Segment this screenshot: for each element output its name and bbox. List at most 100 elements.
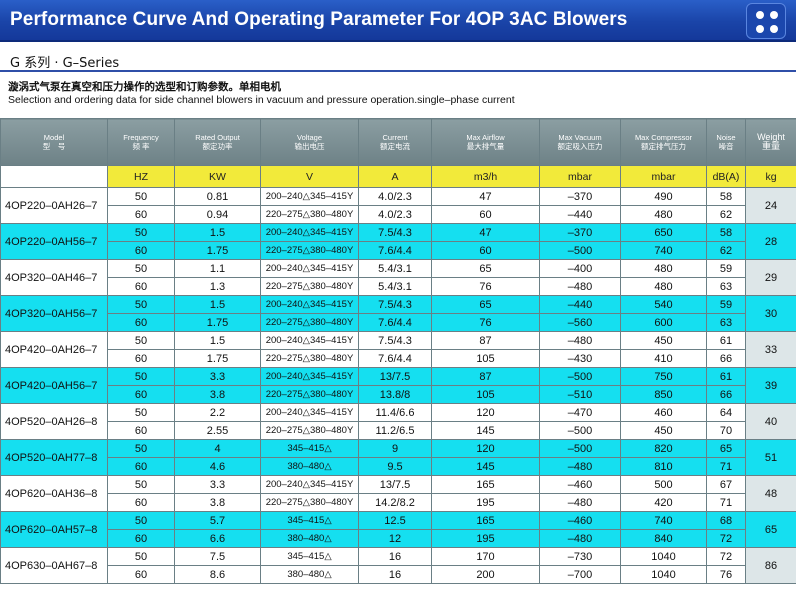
table-row: 60 0.94 220–275△380–480Y 4.0/2.3 60 –440 480 62 [1,205,796,224]
vacuum-cell: –480 [539,529,621,548]
table-row: 4OP520–0AH77–8 50 4 345–415△ 9 120 –500 820 65 51 [0,439,796,476]
column-header-cn: 最大排气量 [466,142,505,151]
current-cell: 9.5 [358,457,432,476]
frequency-cell: 60 [107,277,175,296]
vacuum-cell: –480 [539,493,621,512]
compressor-cell: 1040 [620,547,707,566]
current-cell: 5.4/3.1 [358,277,432,296]
voltage-cell: 380–480△ [260,457,359,476]
divider [0,70,796,72]
compressor-cell: 820 [620,439,707,458]
airflow-cell: 87 [431,367,540,386]
column-header: Model 型 号 [0,118,108,166]
rated-output-cell: 7.5 [174,547,261,566]
voltage-cell: 345–415△ [260,511,359,530]
voltage-cell: 380–480△ [260,529,359,548]
rated-output-cell: 3.3 [174,475,261,494]
vacuum-cell: –370 [539,223,621,242]
unit-cell: A [358,165,432,188]
weight-cell: 86 [745,547,796,584]
voltage-cell: 200–240△345–415Y [260,295,359,314]
table-row: 60 2.55 220–275△380–480Y 11.2/6.5 145 –500 450… [1,421,796,440]
current-cell: 12.5 [358,511,432,530]
compressor-cell: 750 [620,367,707,386]
compressor-cell: 420 [620,493,707,512]
table-row: 60 4.6 380–480△ 9.5 145 –480 810 71 [1,457,796,476]
vacuum-cell: –430 [539,349,621,368]
frequency-cell: 50 [107,223,175,242]
airflow-cell: 47 [431,223,540,242]
current-cell: 7.6/4.4 [358,241,432,260]
airflow-cell: 165 [431,511,540,530]
noise-cell: 62 [706,205,746,224]
column-header-en: Max Compressor [634,133,693,142]
table-row: 4OP520–0AH26–8 50 2.2 200–240△345–415Y 11.4/… [0,403,796,440]
voltage-cell: 220–275△380–480Y [260,313,359,332]
column-header-en: Max Airflow [466,133,505,142]
vacuum-cell: –460 [539,511,621,530]
vacuum-cell: –480 [539,331,621,350]
compressor-cell: 650 [620,223,707,242]
airflow-cell: 120 [431,403,540,422]
table-row: 60 6.6 380–480△ 12 195 –480 840 72 [1,529,796,548]
noise-cell: 72 [706,547,746,566]
compressor-cell: 500 [620,475,707,494]
compressor-cell: 480 [620,205,707,224]
column-header-en: Current [382,133,408,142]
frequency-cell: 50 [107,511,175,530]
current-cell: 12 [358,529,432,548]
column-header-cn: 额定电流 [380,142,410,151]
column-header: Current 额定电流 [358,118,432,166]
airflow-cell: 105 [431,349,540,368]
current-cell: 7.5/4.3 [358,331,432,350]
table-header-row: Model 型 号 Frequency 频 率 Rated Output 额定功率 Volt… [0,118,796,166]
rated-output-cell: 2.55 [174,421,261,440]
airflow-cell: 65 [431,295,540,314]
table-row: 60 1.75 220–275△380–480Y 7.6/4.4 60 –500 740 62 [1,241,796,260]
column-header: Weight 重量 [745,118,796,166]
rated-output-cell: 6.6 [174,529,261,548]
frequency-cell: 50 [107,259,175,278]
voltage-cell: 380–480△ [260,565,359,584]
model-cell: 4OP620–0AH57–8 [0,511,108,548]
vacuum-cell: –370 [539,187,621,206]
title-banner: Performance Curve And Operating Paramete… [0,0,796,42]
airflow-cell: 76 [431,277,540,296]
frequency-cell: 60 [107,313,175,332]
current-cell: 13/7.5 [358,475,432,494]
airflow-cell: 200 [431,565,540,584]
table-row: 4OP630–0AH67–8 50 7.5 345–415△ 16 170 –730 1040… [0,547,796,584]
column-header: Max Airflow 最大排气量 [431,118,540,166]
rated-output-cell: 1.75 [174,349,261,368]
unit-cell: HZ [107,165,175,188]
voltage-cell: 220–275△380–480Y [260,421,359,440]
noise-cell: 68 [706,511,746,530]
weight-cell: 39 [745,367,796,404]
vacuum-cell: –500 [539,367,621,386]
model-cell: 4OP320–0AH46–7 [0,259,108,296]
rated-output-cell: 3.8 [174,385,261,404]
description-chinese: 漩涡式气泵在真空和压力操作的选型和订购参数。单相电机 [8,81,281,93]
model-cell: 4OP620–0AH36–8 [0,475,108,512]
airflow-cell: 60 [431,241,540,260]
airflow-cell: 195 [431,493,540,512]
frequency-cell: 50 [107,439,175,458]
table-row: 4OP420–0AH26–7 50 1.5 200–240△345–415Y 7.5/4… [0,331,796,368]
column-header-cn: 额定吸入压力 [557,142,603,151]
frequency-cell: 60 [107,457,175,476]
noise-cell: 65 [706,439,746,458]
noise-cell: 62 [706,241,746,260]
voltage-cell: 220–275△380–480Y [260,205,359,224]
noise-cell: 76 [706,565,746,584]
model-cell: 4OP420–0AH26–7 [0,331,108,368]
weight-cell: 29 [745,259,796,296]
noise-cell: 58 [706,187,746,206]
noise-cell: 66 [706,349,746,368]
model-cell: 4OP220–0AH56–7 [0,223,108,260]
column-header-cn: 型 号 [42,142,66,151]
frequency-cell: 60 [107,205,175,224]
vacuum-cell: –560 [539,313,621,332]
column-header-cn: 重量 [761,141,780,151]
unit-cell: mbar [539,165,621,188]
four-dots-icon[interactable] [746,3,786,39]
